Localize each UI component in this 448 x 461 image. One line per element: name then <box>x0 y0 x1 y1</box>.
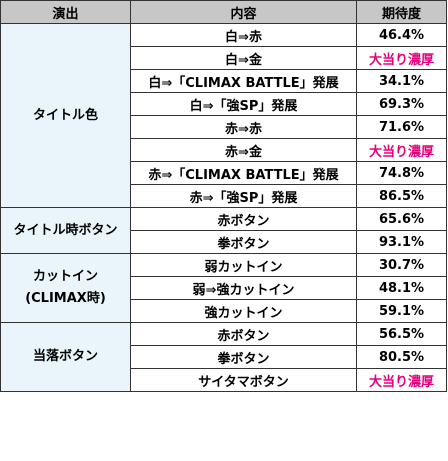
rate-cell: 69.3% <box>356 92 447 116</box>
rate-cell: 86.5% <box>356 184 447 208</box>
header-content: 内容 <box>130 0 357 24</box>
header-performance: 演出 <box>0 0 131 24</box>
content-cell: 弱⇒強カットイン <box>130 276 357 300</box>
table-row: 赤⇒「強SP」発展 86.5% <box>1 184 447 208</box>
content-cell: 赤ボタン <box>130 322 357 346</box>
group-title-color: タイトル色 <box>0 23 131 208</box>
table-row: サイタマボタン 大当り濃厚 <box>1 368 447 392</box>
content-cell: 拳ボタン <box>130 230 357 254</box>
rate-cell: 46.4% <box>356 23 447 47</box>
table-row: タイトル時ボタン 赤ボタン 65.6% <box>0 207 447 254</box>
table-row: タイトル色 白⇒赤 46.4% <box>0 23 447 208</box>
rate-cell: 48.1% <box>356 276 447 300</box>
rate-cell: 34.1% <box>356 69 447 93</box>
group-result-button: 当落ボタン <box>0 322 131 392</box>
content-cell: 白⇒「強SP」発展 <box>130 92 357 116</box>
content-cell: サイタマボタン <box>130 368 357 392</box>
table-row: 当落ボタン 赤ボタン 56.5% <box>0 322 447 392</box>
content-cell: 強カットイン <box>130 299 357 323</box>
group-cutin-line2: (CLIMAX時) <box>25 291 106 306</box>
group-cutin: カットイン (CLIMAX時) <box>0 253 131 323</box>
table-row: カットイン (CLIMAX時) 弱カットイン 30.7% <box>0 253 447 323</box>
content-cell: 拳ボタン <box>130 345 357 369</box>
expectation-table: 演出 内容 期待度 タイトル色 白⇒赤 46.4% 白⇒金 大当り濃厚 白⇒「C… <box>0 0 447 392</box>
rate-cell: 56.5% <box>356 322 447 346</box>
group-cutin-line1: カットイン <box>32 269 98 284</box>
rate-cell-jackpot: 大当り濃厚 <box>356 46 447 70</box>
rate-cell: 30.7% <box>356 253 447 277</box>
group-title-button: タイトル時ボタン <box>0 207 131 254</box>
content-cell: 赤⇒「強SP」発展 <box>130 184 357 208</box>
header-expectation: 期待度 <box>356 0 447 24</box>
content-cell: 赤⇒金 <box>130 138 357 162</box>
table-row: 拳ボタン 80.5% <box>1 345 447 369</box>
table-row: 白⇒金 大当り濃厚 <box>1 46 447 70</box>
content-cell: 赤⇒「CLIMAX BATTLE」発展 <box>130 161 357 185</box>
table-row: 赤⇒金 大当り濃厚 <box>1 138 447 162</box>
content-cell: 赤⇒赤 <box>130 115 357 139</box>
rate-cell: 74.8% <box>356 161 447 185</box>
content-cell: 弱カットイン <box>130 253 357 277</box>
table-row: 弱⇒強カットイン 48.1% <box>1 276 447 300</box>
table-row: 拳ボタン 93.1% <box>1 230 447 254</box>
rate-cell: 93.1% <box>356 230 447 254</box>
table-row: 赤⇒「CLIMAX BATTLE」発展 74.8% <box>1 161 447 185</box>
table-row: 赤⇒赤 71.6% <box>1 115 447 139</box>
content-cell: 赤ボタン <box>130 207 357 231</box>
rate-cell-jackpot: 大当り濃厚 <box>356 368 447 392</box>
rate-cell: 80.5% <box>356 345 447 369</box>
content-cell: 白⇒金 <box>130 46 357 70</box>
rate-cell: 71.6% <box>356 115 447 139</box>
table-row: 白⇒「強SP」発展 69.3% <box>1 92 447 116</box>
content-cell: 白⇒赤 <box>130 23 357 47</box>
rate-cell-jackpot: 大当り濃厚 <box>356 138 447 162</box>
content-cell: 白⇒「CLIMAX BATTLE」発展 <box>130 69 357 93</box>
rate-cell: 59.1% <box>356 299 447 323</box>
rate-cell: 65.6% <box>356 207 447 231</box>
header-row: 演出 内容 期待度 <box>0 0 447 24</box>
